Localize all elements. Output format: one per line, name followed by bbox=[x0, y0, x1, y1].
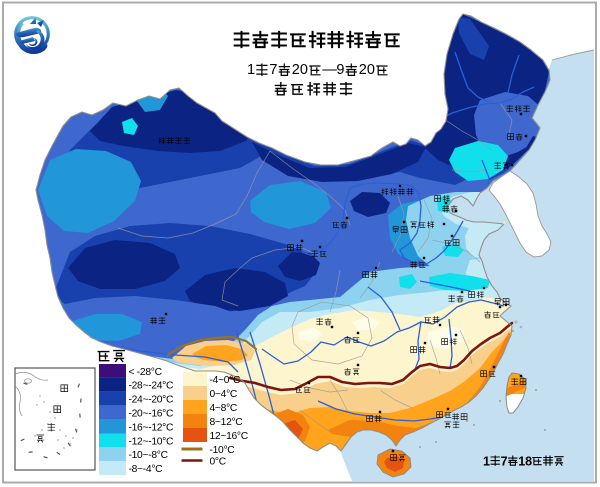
svg-text:-8~-4°C: -8~-4°C bbox=[129, 464, 164, 475]
svg-text:< -28°C: < -28°C bbox=[129, 367, 163, 378]
svg-text:9: 9 bbox=[336, 62, 344, 78]
svg-text:18: 18 bbox=[518, 455, 532, 469]
svg-text:1: 1 bbox=[483, 455, 490, 469]
svg-text:-20~-16°C: -20~-16°C bbox=[129, 409, 174, 420]
svg-text:1: 1 bbox=[247, 62, 255, 78]
svg-text:-28~-24°C: -28~-24°C bbox=[129, 381, 174, 392]
svg-text:8~12°C: 8~12°C bbox=[210, 417, 244, 428]
svg-text:0°C: 0°C bbox=[210, 457, 227, 468]
svg-text:20: 20 bbox=[292, 62, 308, 78]
svg-text:7: 7 bbox=[501, 455, 508, 469]
svg-text:-16~-12°C: -16~-12°C bbox=[129, 422, 174, 433]
svg-text:12~16°C: 12~16°C bbox=[210, 431, 249, 442]
svg-text:20: 20 bbox=[359, 62, 375, 78]
svg-text:-4~0°C: -4~0°C bbox=[210, 375, 242, 386]
svg-text:7: 7 bbox=[269, 62, 277, 78]
svg-text:-24~-20°C: -24~-20°C bbox=[129, 395, 174, 406]
svg-text:4~8°C: 4~8°C bbox=[210, 403, 238, 414]
svg-text:-10°C: -10°C bbox=[210, 445, 236, 456]
svg-text:-12~-10°C: -12~-10°C bbox=[129, 436, 174, 447]
svg-text:—: — bbox=[322, 62, 337, 78]
svg-text:-10~-8°C: -10~-8°C bbox=[129, 450, 169, 461]
svg-text:0~4°C: 0~4°C bbox=[210, 389, 238, 400]
